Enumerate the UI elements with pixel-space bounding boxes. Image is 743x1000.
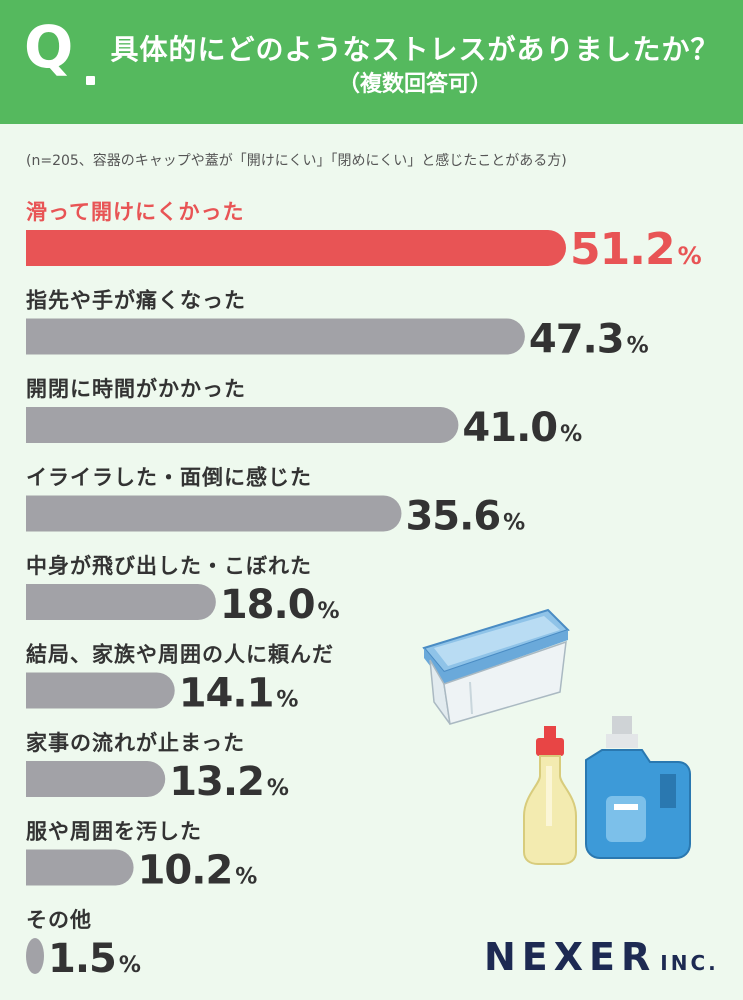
bar-left-edge (26, 672, 44, 709)
value-number: 10.2 (138, 848, 233, 894)
logo-main: NEXER (484, 935, 657, 979)
value-unit: % (267, 776, 289, 801)
food-container-icon (422, 608, 570, 725)
dressing-bottle-icon (523, 726, 577, 865)
bar (26, 849, 134, 886)
value-unit: % (503, 511, 525, 536)
detergent-jug-icon (585, 716, 691, 859)
containers-illustration (422, 608, 691, 865)
value-unit: % (678, 242, 702, 270)
value-number: 47.3 (529, 317, 624, 363)
question-subtitle: （複数回答可） (337, 72, 492, 97)
category-label: 滑って開けにくかった (26, 200, 245, 224)
sample-note: (n=205、容器のキャップや蓋が「開けにくい」「閉めにくい」と感じたことがある… (26, 153, 567, 169)
category-label: 家事の流れが止まった (26, 731, 245, 755)
value-unit: % (627, 334, 649, 359)
bar (26, 584, 216, 620)
value-label: 13.2% (169, 759, 289, 805)
category-label: 服や周囲を汚した (26, 820, 202, 844)
value-number: 35.6 (405, 494, 500, 540)
category-label: イライラした・面倒に感じた (26, 466, 312, 490)
category-label: 指先や手が痛くなった (26, 289, 246, 313)
value-number: 51.2 (570, 224, 675, 275)
value-unit: % (276, 688, 298, 713)
bar (26, 938, 44, 974)
bar (26, 495, 402, 532)
bar-left-edge (26, 761, 44, 797)
logo-suffix: INC. (660, 951, 719, 975)
value-number: 1.5 (48, 936, 116, 982)
nexer-logo: NEXER INC. (484, 935, 719, 979)
bar-left-edge (26, 495, 44, 532)
bar (26, 407, 459, 443)
bar (26, 318, 525, 355)
bar-left-edge (26, 407, 44, 443)
category-label: 開閉に時間がかかった (26, 377, 246, 401)
value-label: 18.0% (220, 582, 340, 628)
bar-left-edge (26, 318, 44, 355)
category-label: その他 (26, 908, 92, 932)
value-unit: % (318, 599, 340, 624)
bar-left-edge (26, 584, 44, 620)
value-number: 41.0 (462, 405, 557, 451)
category-label: 結局、家族や周囲の人に頼んだ (26, 643, 334, 667)
category-label: 中身が飛び出した・こぼれた (26, 554, 312, 578)
value-label: 10.2% (138, 848, 258, 894)
q-dot (86, 76, 95, 85)
bar (26, 230, 566, 266)
value-label: 1.5% (48, 936, 141, 982)
value-label: 41.0% (462, 405, 582, 451)
value-unit: % (560, 422, 582, 447)
value-label: 35.6% (405, 494, 525, 540)
value-unit: % (235, 865, 257, 890)
value-unit: % (119, 953, 141, 978)
bar-left-edge (26, 230, 44, 266)
value-number: 18.0 (220, 582, 315, 628)
value-number: 14.1 (179, 671, 274, 717)
bar-left-edge (26, 849, 44, 886)
question-title: 具体的にどのようなストレスがありましたか？ (110, 33, 720, 66)
q-mark: Q (24, 13, 74, 81)
bar (26, 672, 175, 709)
value-label: 47.3% (529, 317, 649, 363)
value-label: 14.1% (179, 671, 299, 717)
header-banner: Q 具体的にどのようなストレスがありましたか？ （複数回答可） (0, 0, 743, 124)
value-label: 51.2% (570, 224, 702, 275)
value-number: 13.2 (169, 759, 264, 805)
bar (26, 761, 166, 797)
